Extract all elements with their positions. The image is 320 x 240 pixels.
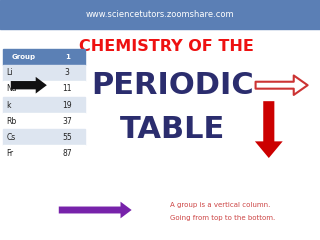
FancyArrowPatch shape [255,101,283,158]
Text: 3: 3 [65,68,70,77]
Text: k: k [6,101,11,109]
FancyArrowPatch shape [256,75,308,95]
Text: 1: 1 [65,54,70,60]
Bar [3,49,85,65]
Text: Rb: Rb [6,117,17,126]
Text: 87: 87 [62,149,72,158]
Bar [3,65,85,81]
Text: 11: 11 [62,84,72,93]
FancyArrowPatch shape [59,202,132,218]
Bar [0,0,320,29]
Bar [3,81,85,97]
Text: 19: 19 [62,101,72,109]
Bar [3,129,85,145]
Text: Group: Group [12,54,36,60]
Text: 37: 37 [62,117,72,126]
Text: Fr: Fr [6,149,13,158]
Text: Na: Na [6,84,17,93]
FancyArrowPatch shape [11,77,47,94]
Text: PERIODIC: PERIODIC [92,71,254,100]
Text: www.sciencetutors.zoomshare.com: www.sciencetutors.zoomshare.com [86,10,234,19]
Text: Going from top to the bottom.: Going from top to the bottom. [170,216,275,221]
Text: Li: Li [6,68,13,77]
Text: 55: 55 [62,133,72,142]
Bar [3,97,85,113]
Text: A group is a vertical column.: A group is a vertical column. [170,202,270,208]
Text: TABLE: TABLE [120,115,225,144]
Bar [3,113,85,129]
Text: CHEMISTRY OF THE: CHEMISTRY OF THE [79,39,254,54]
Bar [3,145,85,161]
Text: Cs: Cs [6,133,16,142]
